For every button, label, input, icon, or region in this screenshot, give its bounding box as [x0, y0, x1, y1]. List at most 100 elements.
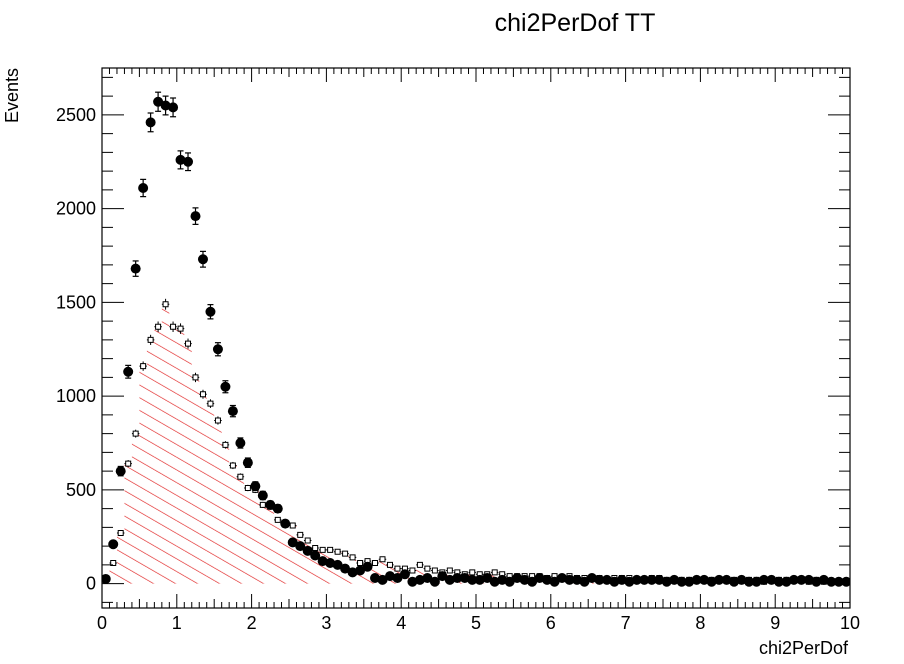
- filled-circle-point: [340, 563, 351, 574]
- open-square-point: [199, 389, 207, 399]
- filled-circle-point: [796, 574, 807, 585]
- open-square-point: [378, 556, 387, 563]
- filled-circle-point: [542, 574, 553, 585]
- open-square-point: [356, 560, 364, 566]
- filled-circle-point: [227, 404, 238, 418]
- hist-bar: [251, 489, 260, 584]
- hist-bar: [116, 533, 125, 584]
- filled-circle-point: [751, 576, 762, 587]
- filled-circle-point: [512, 573, 523, 583]
- filled-circle-point: [803, 574, 814, 585]
- hist-bar: [139, 366, 147, 584]
- open-square-point: [109, 560, 117, 566]
- open-square-point: [244, 484, 252, 492]
- hist-bar: [236, 476, 245, 584]
- x-tick-label: 8: [695, 613, 705, 633]
- filled-circle-point: [102, 573, 111, 584]
- x-tick-label: 1: [172, 613, 182, 633]
- filled-circle-point: [781, 576, 792, 587]
- x-tick-label: 5: [471, 613, 481, 633]
- filled-circle-point: [242, 457, 253, 468]
- x-tick-label: 10: [840, 613, 860, 633]
- open-square-point: [146, 334, 155, 345]
- y-tick-label: 500: [66, 480, 96, 500]
- y-axis-label: Events: [2, 68, 22, 123]
- open-square-point: [161, 298, 170, 310]
- filled-circle-point: [744, 576, 755, 587]
- open-square-point: [131, 429, 140, 438]
- x-tick-label: 4: [396, 613, 406, 633]
- filled-circle-point: [280, 518, 291, 529]
- hist-bar: [259, 504, 267, 584]
- open-square-point: [176, 323, 185, 334]
- open-square-point: [386, 561, 394, 568]
- filled-circle-point: [145, 112, 156, 133]
- hist-bar: [296, 534, 304, 584]
- hist-bar: [378, 559, 387, 584]
- filled-circle-point: [504, 576, 515, 587]
- filled-circle-point: [818, 574, 829, 585]
- open-square-point: [116, 530, 125, 536]
- filled-circle-point: [399, 569, 410, 580]
- hist-bar: [289, 525, 297, 584]
- filled-circle-point: [736, 574, 747, 585]
- open-square-point: [416, 561, 424, 568]
- hist-bar: [214, 420, 222, 584]
- open-square-point: [408, 567, 417, 574]
- open-square-point: [206, 399, 215, 408]
- filled-circle-point: [691, 574, 702, 585]
- filled-circle-point: [833, 576, 844, 587]
- filled-circle-point: [601, 574, 612, 585]
- filled-circle-point: [714, 574, 725, 585]
- filled-circle-point: [609, 576, 620, 587]
- filled-circle-point: [370, 573, 381, 583]
- hist-bar: [184, 343, 192, 584]
- hist-bar: [154, 326, 162, 584]
- filled-circle-point: [646, 574, 657, 585]
- filled-circle-point: [564, 574, 575, 585]
- filled-circle-point: [220, 380, 231, 394]
- hist-bar: [146, 339, 155, 584]
- open-square-point: [296, 531, 304, 538]
- hist-bar: [363, 561, 372, 584]
- filled-circle-point: [183, 152, 194, 172]
- filled-circle-point: [265, 499, 276, 510]
- hist-bar: [303, 540, 312, 584]
- open-square-point: [184, 338, 192, 349]
- filled-circle-point: [586, 573, 597, 583]
- open-square-point: [341, 550, 349, 557]
- filled-circle-point: [160, 95, 171, 116]
- filled-circle-point: [684, 576, 695, 587]
- hist-bar: [169, 326, 177, 584]
- x-tick-label: 2: [247, 613, 257, 633]
- filled-circle-point: [579, 576, 590, 587]
- filled-circle-point: [362, 561, 373, 572]
- filled-circle-point: [295, 541, 306, 552]
- hist-bar: [318, 549, 327, 584]
- open-square-point: [154, 321, 162, 332]
- filled-circle-point: [841, 576, 850, 587]
- filled-circle-point: [631, 574, 642, 585]
- filled-circle-point: [766, 574, 777, 585]
- filled-circle-point: [519, 574, 530, 585]
- filled-circle-point: [788, 574, 799, 585]
- filled-circle-point: [452, 573, 463, 583]
- filled-circle-point: [729, 576, 740, 587]
- filled-circle-point: [347, 567, 358, 578]
- open-square-point: [468, 569, 476, 576]
- filled-circle-point: [175, 150, 186, 170]
- filled-circle-point: [190, 207, 201, 225]
- open-square-point: [214, 416, 222, 425]
- open-square-point: [423, 565, 432, 572]
- open-square-point: [289, 522, 297, 529]
- open-square-point: [393, 565, 402, 572]
- open-square-point: [229, 461, 237, 470]
- hist-bar: [191, 377, 200, 584]
- filled-circle-point: [482, 573, 493, 583]
- filled-circle-point: [272, 503, 283, 514]
- filled-circle-point: [235, 437, 246, 449]
- open-square-point: [236, 473, 245, 481]
- open-square-point: [371, 560, 379, 566]
- filled-circle-series: [102, 91, 850, 587]
